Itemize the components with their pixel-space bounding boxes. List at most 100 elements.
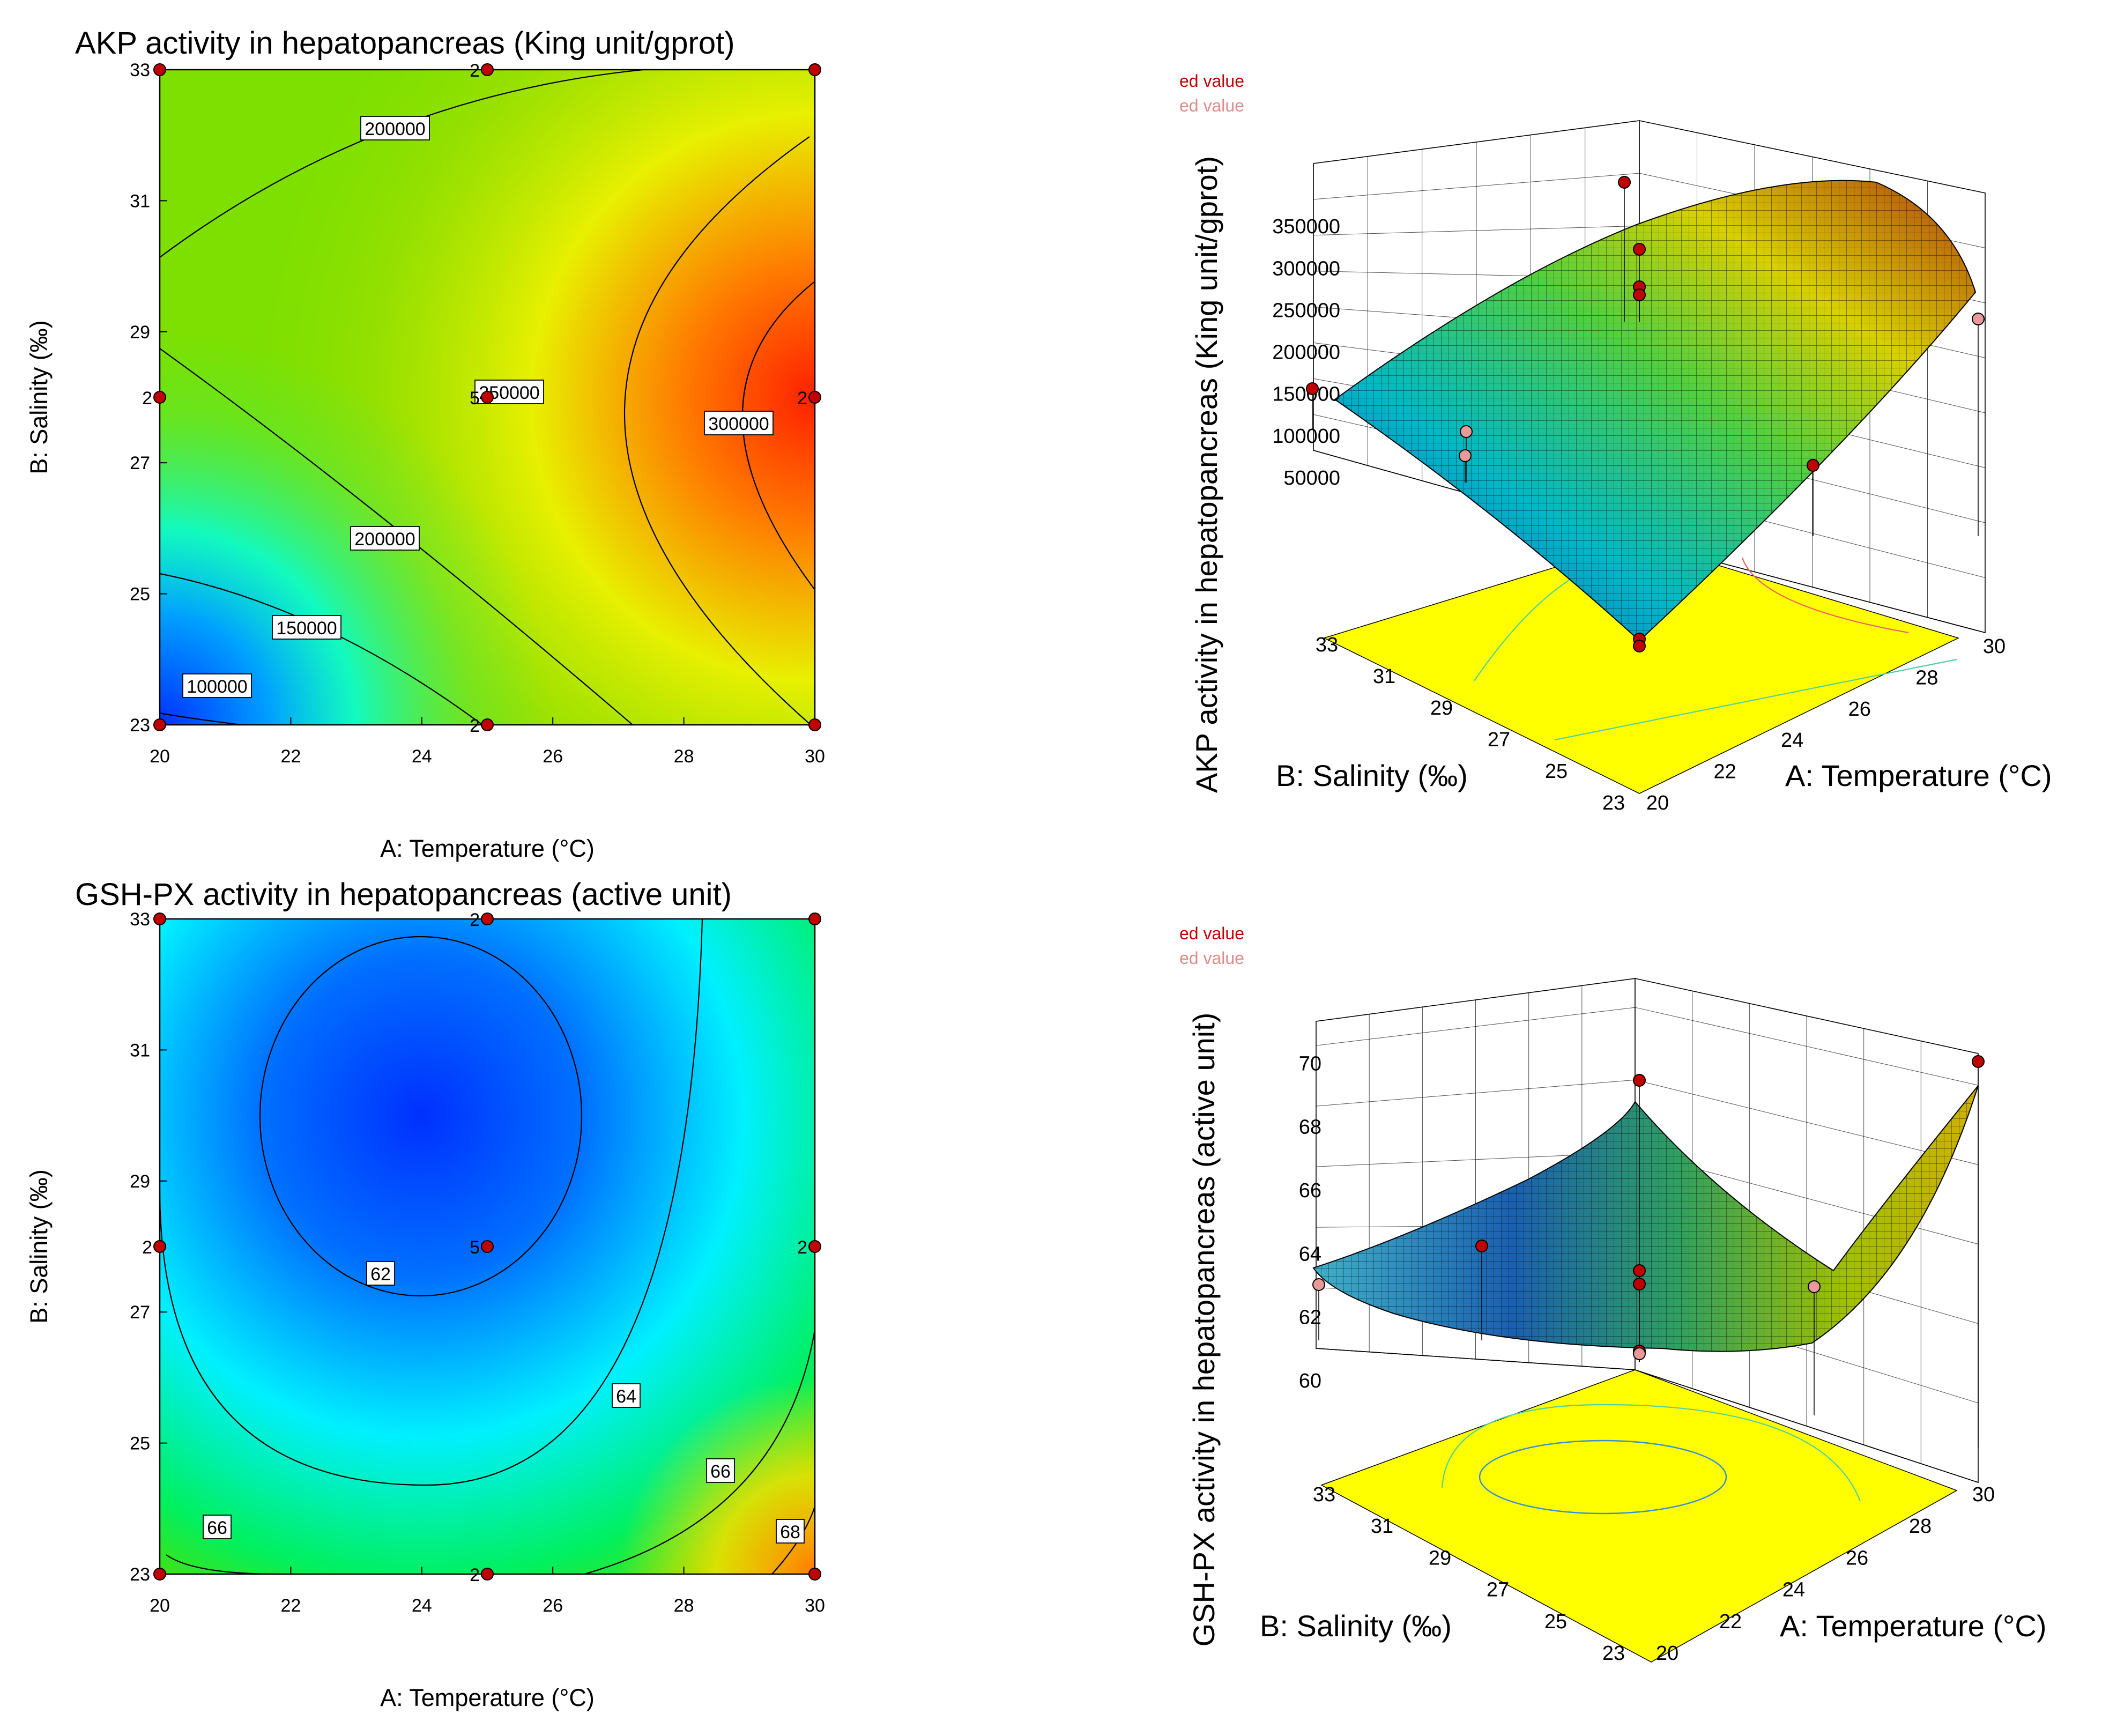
- akp-contour-line-200000-lower: [159, 348, 633, 725]
- contour-label-box: [182, 673, 252, 698]
- contour-label-text: 100000: [187, 677, 247, 697]
- design-point-count: 5: [470, 1237, 480, 1258]
- contour-label: 300000: [704, 411, 774, 435]
- x-tick-label: 24: [412, 746, 432, 767]
- x-tick-label: 28: [674, 1596, 694, 1616]
- design-point-marker: [1807, 459, 1819, 472]
- akp-surface-z-label: AKP activity in hepatopancreas (King uni…: [1190, 156, 1223, 793]
- design-point-marker: [481, 1568, 494, 1581]
- design-point-3d: [1312, 1278, 1325, 1340]
- y-tick-label: 25: [130, 584, 150, 605]
- design-point-3d: [1306, 382, 1319, 429]
- design-point: 2: [470, 716, 494, 736]
- design-point-3d: [1808, 1280, 1821, 1415]
- design-point-marker: [153, 912, 166, 925]
- z-tick-label: 64: [1299, 1243, 1321, 1265]
- y-tick-label: 33: [1316, 634, 1338, 656]
- gsh-contour-lines: [159, 918, 816, 1575]
- design-point-marker: [153, 63, 166, 76]
- design-point-marker: [1808, 1280, 1821, 1293]
- design-point-marker: [1972, 1055, 1985, 1068]
- z-tick-label: 62: [1299, 1307, 1321, 1329]
- design-point-count: 2: [470, 910, 480, 930]
- z-tick-label: 70: [1299, 1052, 1321, 1075]
- design-point-marker: [153, 718, 166, 731]
- gsh-legend-design-below: ed value: [1179, 948, 1244, 968]
- design-point: [153, 1568, 166, 1581]
- design-point-3d: [1618, 176, 1631, 322]
- contour-label: 200000: [350, 526, 420, 551]
- design-point-marker: [1475, 1240, 1488, 1252]
- gsh-contour-line-62: [259, 936, 583, 1297]
- design-point: 2: [797, 1237, 821, 1258]
- design-point-marker: [1618, 176, 1631, 189]
- design-point-marker: [153, 391, 166, 404]
- akp-surface-panel: 50000 100000 150000 200000 250000 300000 35000…: [1179, 71, 2052, 814]
- design-point-marker: [1972, 313, 1985, 325]
- design-point: 2: [797, 388, 821, 409]
- y-tick-label: 29: [130, 1171, 150, 1192]
- y-tick-label: 31: [130, 1040, 150, 1060]
- y-tick-label: 27: [1487, 1579, 1509, 1601]
- y-tick-label: 33: [130, 909, 150, 930]
- x-tick-label: 26: [543, 746, 563, 767]
- contour-label: 150000: [272, 615, 341, 640]
- contour-label-text: 200000: [365, 119, 425, 139]
- design-point-marker: [808, 718, 821, 731]
- design-point-marker: [1633, 1347, 1646, 1360]
- x-tick-label: 28: [1915, 666, 1938, 689]
- x-tick-label: 26: [1846, 1547, 1868, 1569]
- design-point: 2: [470, 1565, 494, 1585]
- design-point-3d: [1459, 449, 1472, 483]
- x-tick-label: 26: [1848, 698, 1871, 721]
- contour-label: 66: [203, 1515, 232, 1539]
- akp-floor-contour-3: [1741, 557, 1909, 634]
- design-point: 5: [470, 388, 494, 409]
- design-point-marker: [808, 1568, 821, 1581]
- y-tick-label: 31: [130, 191, 150, 211]
- design-point-count: 2: [142, 1237, 152, 1258]
- y-tick-label: 33: [130, 60, 150, 80]
- contour-label-text: 300000: [708, 414, 769, 434]
- design-point-count: 2: [470, 716, 480, 736]
- x-tick-label: 20: [1646, 792, 1669, 814]
- design-point: [808, 63, 821, 76]
- x-tick-label: 24: [1781, 729, 1803, 752]
- x-tick-label: 28: [674, 746, 694, 767]
- gsh-contour-y-label: B: Salinity (‰): [25, 1169, 53, 1324]
- akp-contour-y-label: B: Salinity (‰): [25, 320, 53, 474]
- design-point-count: 2: [470, 1565, 480, 1585]
- x-tick-label: 26: [543, 1596, 563, 1616]
- design-point-marker: [1306, 382, 1319, 395]
- design-point: 2: [470, 910, 494, 930]
- design-point-marker: [1460, 425, 1473, 438]
- gsh-legend-design-above: ed value: [1179, 924, 1244, 943]
- gsh-contour-title: GSH-PX activity in hepatopancreas (activ…: [75, 877, 732, 912]
- contour-label: 66: [706, 1458, 735, 1483]
- design-point: [153, 718, 166, 731]
- design-point-count: 2: [797, 1237, 807, 1258]
- design-point-3d: [1633, 1347, 1646, 1362]
- y-tick-label: 27: [1488, 729, 1510, 751]
- design-point: [808, 718, 821, 731]
- design-point-count: 2: [142, 388, 152, 409]
- akp-contour-title: AKP activity in hepatopancreas (King uni…: [75, 26, 735, 61]
- gsh-surface-floor: [1320, 1369, 1958, 1663]
- design-point-marker: [1633, 1278, 1646, 1290]
- x-tick-label: 30: [805, 746, 825, 767]
- design-point: 5: [470, 1237, 494, 1258]
- x-tick-label: 20: [150, 1596, 170, 1616]
- contour-label-box: [366, 1261, 395, 1286]
- akp-legend-design-above: ed value: [1179, 71, 1244, 91]
- design-point: 2: [142, 1237, 166, 1258]
- design-point-marker: [1312, 1278, 1325, 1291]
- x-tick-label: 20: [1656, 1642, 1678, 1665]
- akp-contour-line-250000: [623, 136, 810, 724]
- z-tick-label: 100000: [1272, 425, 1340, 448]
- gsh-surface-x-label: A: Temperature (°C): [1780, 1609, 2047, 1643]
- akp-surface-floor: [1323, 541, 1960, 794]
- z-tick-label: 300000: [1272, 257, 1340, 280]
- gsh-surface-panel: 60 62 64 66 68 70 20 22 24 26 28 30 23 25 27 29 31 33 ed …: [1179, 924, 2047, 1665]
- y-tick-label: 25: [1545, 760, 1568, 783]
- gsh-contour-line-64: [159, 918, 703, 1486]
